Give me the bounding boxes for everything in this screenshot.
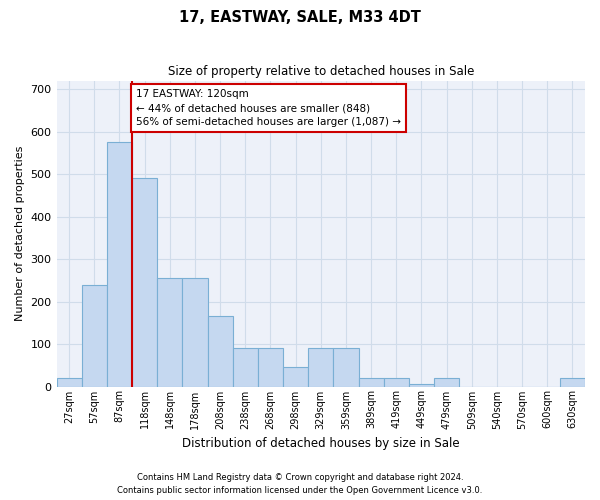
Title: Size of property relative to detached houses in Sale: Size of property relative to detached ho… [167,65,474,78]
X-axis label: Distribution of detached houses by size in Sale: Distribution of detached houses by size … [182,437,460,450]
Bar [233,348,258,387]
Bar [409,384,434,386]
Text: Contains HM Land Registry data © Crown copyright and database right 2024.
Contai: Contains HM Land Registry data © Crown c… [118,474,482,495]
Bar [56,378,82,386]
Y-axis label: Number of detached properties: Number of detached properties [15,146,25,321]
Bar [208,316,233,386]
Bar [132,178,157,386]
Bar [308,348,334,387]
Bar [82,284,107,386]
Bar [157,278,182,386]
Bar [434,378,459,386]
Bar [560,378,585,386]
Bar [383,378,409,386]
Text: 17 EASTWAY: 120sqm
← 44% of detached houses are smaller (848)
56% of semi-detach: 17 EASTWAY: 120sqm ← 44% of detached hou… [136,89,401,127]
Bar [283,368,308,386]
Bar [107,142,132,386]
Bar [258,348,283,387]
Bar [182,278,208,386]
Bar [334,348,359,387]
Bar [359,378,383,386]
Text: 17, EASTWAY, SALE, M33 4DT: 17, EASTWAY, SALE, M33 4DT [179,10,421,25]
